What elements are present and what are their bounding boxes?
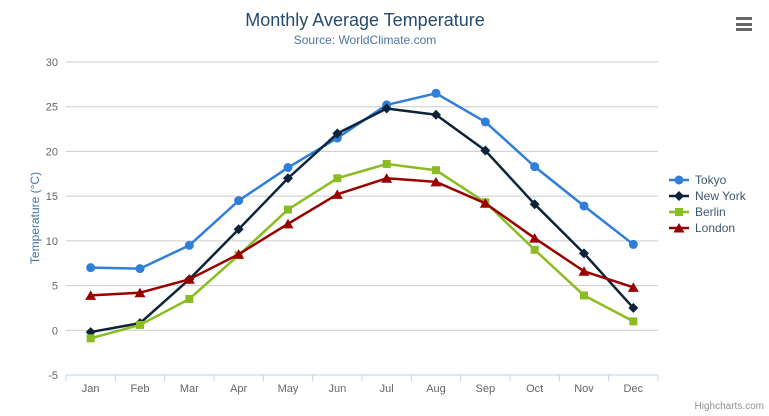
y-axis-title: Temperature (°C) <box>28 171 42 265</box>
series-berlin-point[interactable] <box>629 317 638 326</box>
series-tokyo-point[interactable] <box>86 263 96 273</box>
legend-item-berlin[interactable]: Berlin <box>668 204 746 220</box>
y-axis-tick-label: 5 <box>52 281 58 293</box>
series-tokyo-point[interactable] <box>480 117 490 127</box>
series-berlin-line <box>89 162 635 340</box>
series-tokyo-point[interactable] <box>628 239 638 249</box>
series-tokyo-point[interactable] <box>530 162 540 172</box>
y-axis-tick-label: 20 <box>46 146 58 158</box>
series-new-york-point[interactable] <box>283 173 293 184</box>
series-new-york-line <box>89 107 635 334</box>
series-london-point[interactable] <box>479 198 491 208</box>
series-london-point[interactable] <box>578 266 590 276</box>
hamburger-bar <box>736 28 752 31</box>
series-tokyo-point[interactable] <box>431 88 441 98</box>
y-axis-tick-label: 15 <box>46 191 58 203</box>
triangle-legend-marker-icon <box>669 223 689 233</box>
series-london-point[interactable] <box>85 290 97 300</box>
series-london-point[interactable] <box>233 249 245 259</box>
hamburger-menu-icon[interactable] <box>735 16 755 32</box>
series-berlin-point[interactable] <box>86 334 95 343</box>
series-london-point[interactable] <box>627 282 639 292</box>
y-axis-tick-label: 10 <box>46 236 58 248</box>
series-london-point[interactable] <box>430 176 442 187</box>
chart-subtitle: Source: WorldClimate.com <box>293 33 437 47</box>
series-berlin-point[interactable] <box>580 291 588 300</box>
series-berlin-point[interactable] <box>284 205 292 214</box>
series-berlin-point[interactable] <box>530 245 539 254</box>
legend-item-new-york[interactable]: New York <box>668 188 746 204</box>
diamond-legend-marker-icon <box>669 191 689 201</box>
series-london-point[interactable] <box>331 189 343 199</box>
series-berlin-point[interactable] <box>185 294 194 303</box>
hamburger-bar <box>736 17 752 20</box>
series-berlin-point[interactable] <box>136 320 144 329</box>
x-axis-tick-label: Aug <box>426 383 446 395</box>
series-london-point[interactable] <box>381 173 393 183</box>
legend-label: London <box>695 221 736 235</box>
credits-link[interactable]: Highcharts.com <box>694 401 764 412</box>
legend-label: Berlin <box>695 205 726 219</box>
series-new-york-point[interactable] <box>480 145 491 156</box>
series-tokyo-point[interactable] <box>283 163 293 173</box>
series-tokyo-point[interactable] <box>184 240 194 250</box>
x-axis-tick-label: Jul <box>380 383 394 395</box>
y-axis-tick-label: 0 <box>52 325 58 337</box>
series-new-york-point[interactable] <box>233 224 244 235</box>
y-axis-tick-label: 30 <box>46 57 58 69</box>
x-axis-tick-label: Oct <box>526 383 543 395</box>
series-tokyo-point[interactable] <box>579 201 589 211</box>
series-new-york-point[interactable] <box>332 128 343 139</box>
series-new-york-point[interactable] <box>529 199 540 210</box>
series-new-york-point[interactable] <box>628 302 639 313</box>
legend-label: New York <box>695 189 746 203</box>
series-new-york-point[interactable] <box>381 103 392 114</box>
legend-item-tokyo[interactable]: Tokyo <box>668 172 746 188</box>
series-london-line <box>89 177 635 297</box>
series-tokyo-line <box>89 92 635 270</box>
x-axis-tick-label: Nov <box>574 383 594 395</box>
series-berlin-point[interactable] <box>432 166 440 175</box>
square-legend-marker-icon <box>669 208 689 216</box>
series-tokyo-point[interactable] <box>234 196 244 206</box>
series-london-point[interactable] <box>282 218 294 229</box>
legend-label: Tokyo <box>695 173 727 187</box>
x-axis-tick-label: May <box>278 383 299 395</box>
x-axis-tick-label: Jan <box>82 383 100 395</box>
legend: Tokyo New York Berlin London <box>668 172 746 236</box>
hamburger-bar <box>736 22 752 26</box>
series-london-point[interactable] <box>529 233 541 243</box>
chart-title: Monthly Average Temperature <box>245 10 485 30</box>
x-axis-tick-label: Sep <box>476 383 496 395</box>
series-new-york-point[interactable] <box>579 248 589 259</box>
x-axis-tick-label: Jun <box>328 383 346 395</box>
series-london-point[interactable] <box>183 274 195 284</box>
x-axis-tick-label: Feb <box>131 383 150 395</box>
legend-item-london[interactable]: London <box>668 220 746 236</box>
x-axis-tick-label: Dec <box>624 383 644 395</box>
x-axis-tick-label: Mar <box>180 383 199 395</box>
circle-legend-marker-icon <box>669 175 689 185</box>
series-tokyo-point[interactable] <box>135 264 145 274</box>
series-berlin-point[interactable] <box>382 159 391 168</box>
series-london-point[interactable] <box>134 287 146 298</box>
y-axis-tick-label: -5 <box>48 370 58 382</box>
series-berlin-point[interactable] <box>333 174 342 183</box>
x-axis-tick-label: Apr <box>230 383 247 395</box>
series-new-york-point[interactable] <box>431 109 441 120</box>
y-axis-tick-label: 25 <box>46 102 58 114</box>
